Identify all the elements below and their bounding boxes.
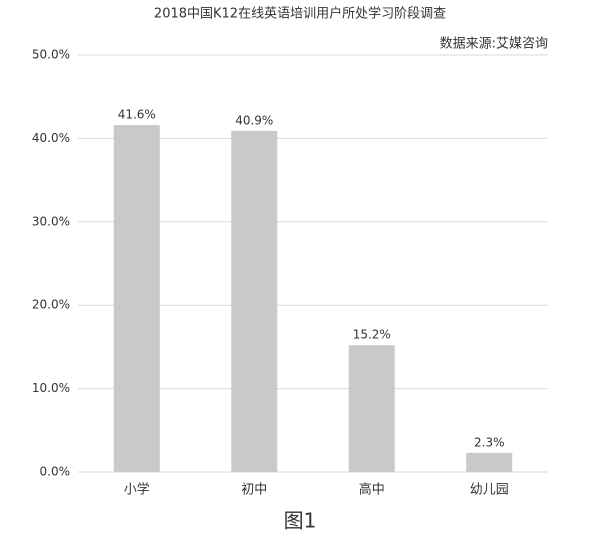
y-tick-label: 30.0% <box>32 214 70 228</box>
x-tick-label: 幼儿园 <box>470 483 509 498</box>
chart-title: 2018中国K12在线英语培训用户所处学习阶段调查 <box>154 6 446 22</box>
x-tick-label: 高中 <box>359 482 385 498</box>
bar <box>113 125 160 472</box>
y-tick-label: 40.0% <box>32 131 70 145</box>
bar <box>466 452 513 472</box>
value-label: 41.6% <box>118 108 156 122</box>
y-tick-label: 10.0% <box>32 381 70 395</box>
x-tick-label: 初中 <box>241 483 267 498</box>
value-label: 15.2% <box>353 328 391 342</box>
figure-caption: 图1 <box>284 509 317 533</box>
y-tick-label: 0.0% <box>40 465 71 479</box>
y-tick-label: 50.0% <box>32 48 70 62</box>
bar <box>231 130 278 473</box>
bar <box>348 345 395 472</box>
x-tick-label: 小学 <box>124 482 150 498</box>
value-label: 2.3% <box>474 435 505 449</box>
y-tick-label: 20.0% <box>32 298 70 312</box>
value-label: 40.9% <box>235 113 273 127</box>
chart-source: 数据来源:艾媒咨询 <box>440 37 548 52</box>
